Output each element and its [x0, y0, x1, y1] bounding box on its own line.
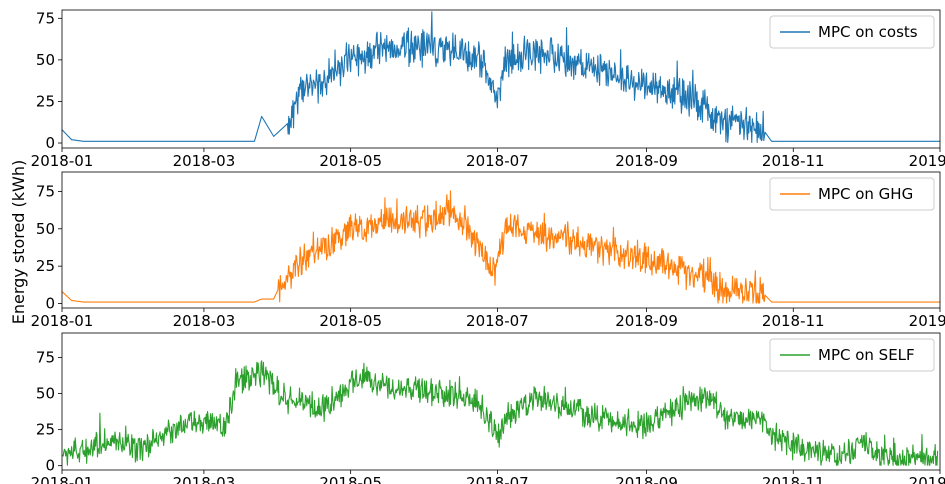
x-tick-label: 2018-11 [762, 474, 825, 484]
x-tick-label: 2018-05 [319, 474, 382, 484]
legend-box [769, 15, 935, 49]
y-tick-label: 50 [36, 220, 55, 238]
x-tick-label: 2018-05 [319, 312, 382, 330]
y-tick-label: 25 [36, 421, 55, 439]
legend-label: MPC on costs [818, 23, 918, 41]
x-tick-label: 2018-11 [762, 312, 825, 330]
legend: MPC on GHG [769, 177, 935, 211]
legend-box [769, 177, 935, 211]
x-tick-label: 2018-01 [31, 152, 94, 170]
y-tick-label: 0 [45, 457, 55, 475]
legend-label: MPC on SELF [818, 346, 915, 364]
x-tick-label: 2018-07 [466, 474, 529, 484]
y-tick-label: 25 [36, 257, 55, 275]
plot-frame [61, 9, 941, 149]
y-axis-label: Energy stored (kWh) [9, 160, 28, 325]
series-line-1 [61, 11, 940, 144]
x-tick-label: 2018-09 [615, 152, 678, 170]
x-tick-label: 2018-05 [319, 152, 382, 170]
x-tick-label: 2018-07 [466, 312, 529, 330]
chart-panel-1: 0 25 50 75 2018-01 2018-03 2018-05 2018-07 2018-… [31, 9, 945, 170]
x-tick-label: 2018-07 [466, 152, 529, 170]
y-tick-label: 50 [36, 385, 55, 403]
y-tick-label: 75 [36, 9, 55, 27]
x-tick-label: 2018-03 [173, 474, 236, 484]
legend-label: MPC on GHG [818, 185, 913, 203]
chart-panels: 0 25 50 75 2018-01 2018-03 2018-05 2018-07 2018-… [31, 9, 945, 484]
x-tick-label: 2019-01 [909, 312, 945, 330]
x-tick-label: 2018-01 [31, 474, 94, 484]
legend-box [769, 338, 935, 372]
plot-frame [61, 171, 941, 309]
chart-panel-2: 0 25 50 75 2018-01 2018-03 2018-05 2018-07 2018-… [31, 171, 945, 330]
legend: MPC on costs [769, 15, 935, 49]
x-tick-label: 2019-01 [909, 474, 945, 484]
x-tick-label: 2018-03 [173, 312, 236, 330]
y-tick-label: 0 [45, 295, 55, 313]
y-tick-label: 75 [36, 349, 55, 367]
x-tick-label: 2018-09 [615, 312, 678, 330]
x-tick-label: 2018-01 [31, 312, 94, 330]
y-tick-label: 50 [36, 51, 55, 69]
chart-panel-3: 0 25 50 75 2018-01 2018-03 2018-05 2018-07 2018-… [31, 332, 945, 484]
x-tick-label: 2018-11 [762, 152, 825, 170]
plot-frame [61, 332, 941, 471]
y-tick-label: 75 [36, 182, 55, 200]
y-tick-label: 25 [36, 92, 55, 110]
series-line-2 [61, 190, 940, 304]
series-line-3 [61, 360, 939, 466]
x-tick-label: 2018-03 [173, 152, 236, 170]
x-tick-label: 2018-09 [615, 474, 678, 484]
y-tick-label: 0 [45, 134, 55, 152]
x-tick-label: 2019-01 [909, 152, 945, 170]
legend: MPC on SELF [769, 338, 935, 372]
